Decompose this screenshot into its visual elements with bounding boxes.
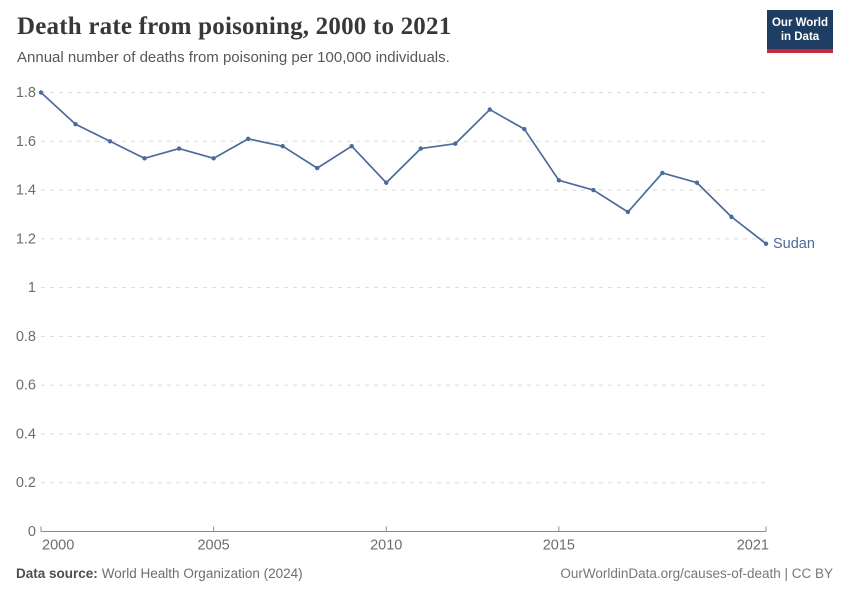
y-tick-label: 0.2 (16, 475, 36, 491)
credit-link[interactable]: OurWorldinData.org/causes-of-death | CC … (560, 566, 833, 581)
data-point[interactable] (763, 241, 769, 246)
series-end-label[interactable]: Sudan (773, 236, 815, 252)
data-point[interactable] (211, 156, 216, 161)
y-tick-label: 0.4 (16, 426, 36, 442)
owid-logo[interactable]: Our World in Data (767, 10, 833, 54)
data-point[interactable] (384, 180, 389, 185)
y-tick-label: 1.6 (16, 134, 36, 150)
x-tick-label: 2000 (42, 538, 74, 554)
chart-subtitle: Annual number of deaths from poisoning p… (17, 49, 450, 66)
data-point[interactable] (729, 214, 734, 220)
data-point[interactable] (349, 143, 354, 149)
data-point[interactable] (38, 90, 44, 95)
chart-footer: Data source: World Health Organization (2… (16, 566, 833, 581)
data-point[interactable] (522, 126, 527, 132)
data-point[interactable] (142, 156, 147, 161)
data-point[interactable] (280, 143, 285, 149)
data-point[interactable] (453, 141, 458, 146)
y-tick-label: 1.8 (16, 85, 36, 101)
data-source-label: Data source: (16, 566, 98, 581)
data-point[interactable] (176, 146, 182, 151)
data-point[interactable] (556, 178, 562, 183)
y-tick-label: 0.8 (16, 329, 36, 345)
data-point[interactable] (314, 165, 320, 171)
x-tick-label: 2015 (543, 538, 575, 554)
data-line[interactable] (40, 91, 767, 245)
x-tick-label: 2010 (370, 538, 402, 554)
data-point[interactable] (660, 170, 665, 176)
x-tick-label: 2021 (737, 538, 769, 554)
y-tick-label: 0 (28, 524, 36, 540)
y-tick-label: 0.6 (16, 378, 36, 394)
owid-logo-line2: in Data (780, 31, 820, 44)
data-point[interactable] (418, 146, 423, 151)
data-point[interactable] (591, 187, 596, 193)
data-source: Data source: World Health Organization (2… (16, 566, 303, 581)
data-point[interactable] (625, 209, 631, 215)
data-point[interactable] (73, 122, 78, 127)
y-tick-label: 1 (28, 280, 36, 296)
x-tick-label: 2005 (197, 538, 229, 554)
data-point[interactable] (487, 107, 493, 112)
owid-logo-line1: Our World (771, 17, 828, 29)
data-source-value: World Health Organization (2024) (101, 566, 303, 581)
y-tick-label: 1.4 (16, 183, 36, 199)
data-point[interactable] (245, 136, 251, 142)
y-tick-label: 1.2 (16, 231, 36, 247)
data-point[interactable] (107, 139, 113, 144)
page-title: Death rate from poisoning, 2000 to 2021 (17, 13, 452, 40)
data-point[interactable] (694, 180, 700, 185)
